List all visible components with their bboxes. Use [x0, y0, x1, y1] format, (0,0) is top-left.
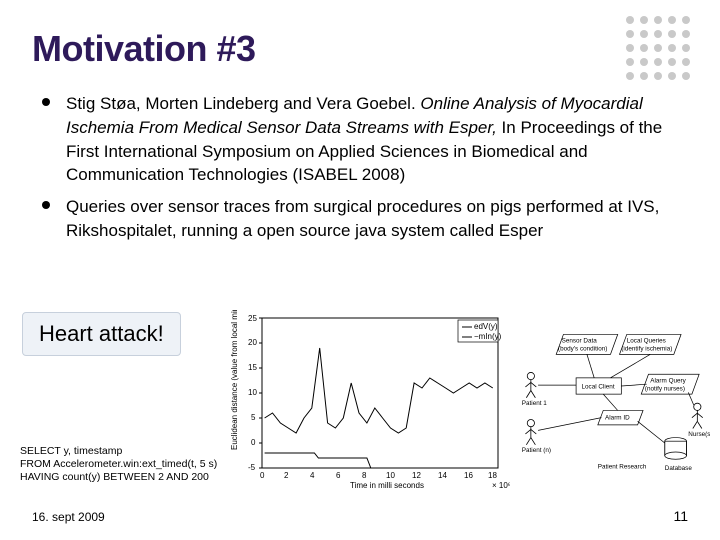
- slide-title: Motivation #3: [32, 28, 688, 70]
- svg-text:Local Client: Local Client: [582, 384, 615, 391]
- svg-text:(notify nurses): (notify nurses): [645, 386, 685, 393]
- decor-dot-grid: [626, 16, 692, 82]
- sql-query: SELECT y, timestamp FROM Accelerometer.w…: [20, 445, 217, 484]
- chart-ylabel: Euclidean distance (value from local min…: [230, 310, 239, 450]
- svg-text:6: 6: [336, 471, 341, 480]
- svg-text:16: 16: [464, 471, 473, 480]
- series-lines: [265, 348, 498, 468]
- heart-attack-callout: Heart attack!: [22, 312, 181, 356]
- svg-text:Nurse(s): Nurse(s): [688, 431, 710, 438]
- svg-text:Patient 1: Patient 1: [522, 400, 547, 407]
- svg-text:0: 0: [251, 438, 256, 447]
- svg-text:Patient (n): Patient (n): [522, 447, 551, 454]
- svg-text:8: 8: [362, 471, 367, 480]
- page-number: 11: [673, 508, 688, 524]
- svg-text:10: 10: [386, 471, 395, 480]
- bullet-item: Queries over sensor traces from surgical…: [38, 195, 688, 243]
- svg-text:4: 4: [310, 471, 315, 480]
- svg-text:15: 15: [248, 363, 257, 372]
- svg-text:Local Queries: Local Queries: [627, 338, 666, 345]
- patient-1-icon: [525, 372, 536, 397]
- svg-text:20: 20: [248, 338, 257, 347]
- svg-text:Sensor Data: Sensor Data: [562, 338, 598, 345]
- footer-date: 16. sept 2009: [32, 510, 105, 524]
- svg-text:25: 25: [248, 314, 257, 323]
- chart-xlabel: Time in milli seconds: [350, 481, 424, 490]
- svg-text:12: 12: [412, 471, 421, 480]
- svg-text:Alarm Query: Alarm Query: [650, 377, 686, 384]
- svg-text:14: 14: [438, 471, 447, 480]
- nurse-icon: [692, 403, 703, 428]
- svg-text:(identify ischemia): (identify ischemia): [621, 346, 672, 353]
- svg-text:Patient Research: Patient Research: [598, 463, 647, 470]
- svg-text:0: 0: [260, 471, 265, 480]
- svg-text:−mIn(y): −mIn(y): [474, 332, 502, 341]
- svg-text:18: 18: [488, 471, 497, 480]
- svg-text:Alarm ID: Alarm ID: [605, 414, 630, 421]
- svg-text:10: 10: [248, 388, 257, 397]
- x-ticks: 0 2 4 6 8 10 12 14 16 18: [260, 471, 497, 480]
- system-diagram: Sensor Data(body's condition) Local Quer…: [520, 320, 710, 490]
- svg-text:(body's condition): (body's condition): [558, 346, 607, 353]
- y-ticks: -5 0 5 10 15 20 25: [248, 314, 262, 472]
- svg-text:Database: Database: [665, 465, 693, 472]
- bullet-list: Stig Støa, Morten Lindeberg and Vera Goe…: [32, 92, 688, 243]
- line-chart: -5 0 5 10 15 20 25 0 2 4 6 8 10 12 14 16 18 Ti…: [230, 310, 510, 490]
- svg-text:-5: -5: [248, 463, 256, 472]
- svg-text:edV(y): edV(y): [474, 322, 498, 331]
- chart-xunit: × 10⁶: [492, 481, 510, 490]
- svg-text:5: 5: [251, 413, 256, 422]
- bullet-item: Stig Støa, Morten Lindeberg and Vera Goe…: [38, 92, 688, 187]
- svg-text:2: 2: [284, 471, 289, 480]
- patient-n-icon: [525, 419, 536, 444]
